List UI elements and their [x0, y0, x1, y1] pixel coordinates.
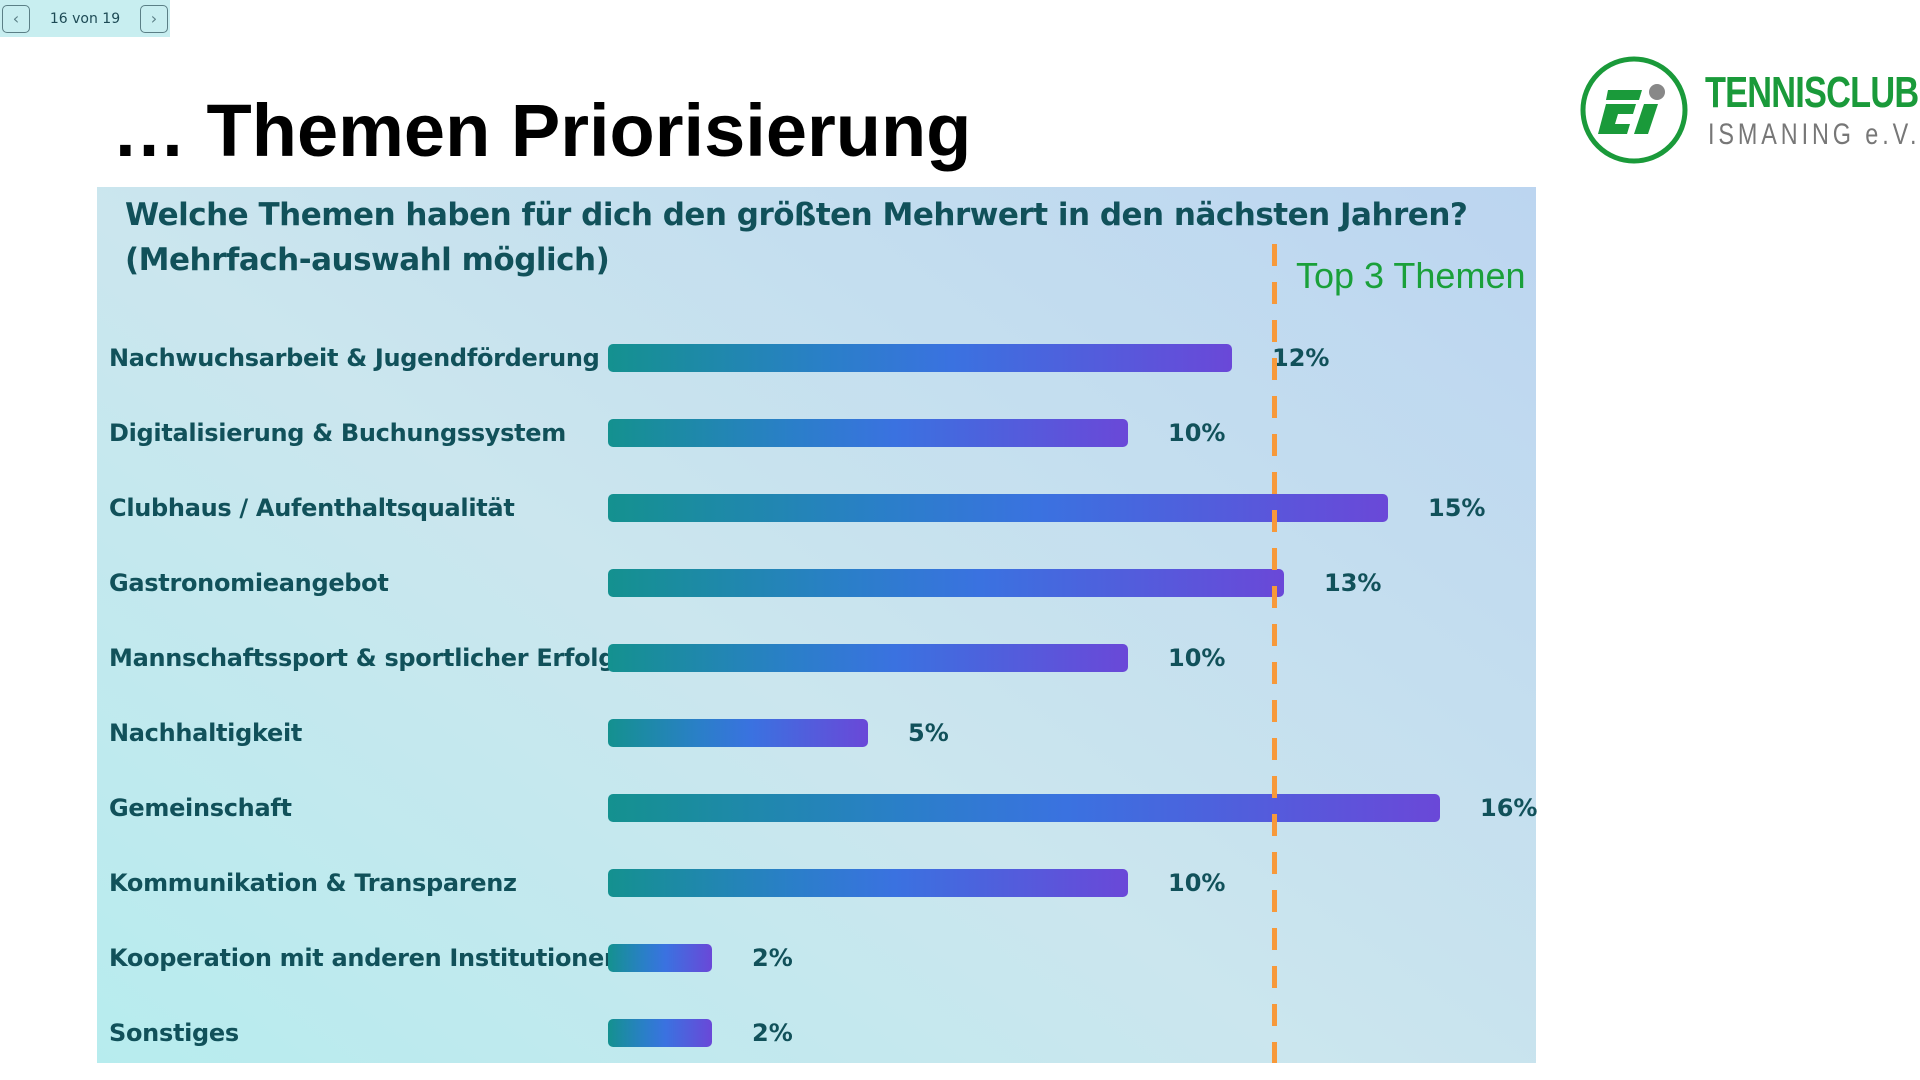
threshold-dashed-line: [1271, 244, 1277, 1063]
value-label: 10%: [1168, 869, 1226, 897]
value-label: 2%: [752, 944, 793, 972]
logo-text-line1: TENNISCLUB: [1705, 68, 1919, 117]
prev-slide-button[interactable]: ‹: [2, 4, 30, 33]
bar-9: [608, 1019, 712, 1047]
bar-5: [608, 719, 868, 747]
category-label: Digitalisierung & Buchungssystem: [109, 419, 566, 447]
value-label: 15%: [1428, 494, 1486, 522]
bar-3: [608, 569, 1284, 597]
category-label: Mannschaftssport & sportlicher Erfolg: [109, 644, 616, 672]
value-label: 10%: [1168, 644, 1226, 672]
next-slide-button[interactable]: ›: [139, 4, 168, 33]
logo-text-line2: ISMANING e.V.: [1708, 118, 1920, 151]
value-label: 16%: [1480, 794, 1538, 822]
bar-0: [608, 344, 1232, 372]
slide-navigator: ‹ 16 von 19 ›: [0, 0, 170, 37]
page-title: … Themen Priorisierung: [112, 89, 972, 172]
top3-annotation: Top 3 Themen: [1296, 255, 1526, 296]
category-label: Nachwuchsarbeit & Jugendförderung: [109, 344, 600, 372]
value-label: 13%: [1324, 569, 1382, 597]
bar-6: [608, 794, 1440, 822]
logo-mark-icon: [1580, 56, 1688, 164]
category-label: Nachhaltigkeit: [109, 719, 303, 747]
category-label: Gastronomieangebot: [109, 569, 389, 597]
chart-panel: Welche Themen haben für dich den größten…: [97, 187, 1538, 1063]
category-label: Kommunikation & Transparenz: [109, 869, 517, 897]
value-label: 10%: [1168, 419, 1226, 447]
bar-4: [608, 644, 1128, 672]
bar-8: [608, 944, 712, 972]
category-label: Clubhaus / Aufenthaltsqualität: [109, 494, 515, 522]
bar-2: [608, 494, 1388, 522]
chevron-left-icon: ‹: [12, 9, 20, 28]
page-indicator: 16 von 19: [49, 10, 121, 27]
club-logo: TENNISCLUB ISMANING e.V.: [1578, 54, 1919, 166]
value-label: 2%: [752, 1019, 793, 1047]
category-label: Sonstiges: [109, 1019, 239, 1047]
chevron-right-icon: ›: [150, 9, 158, 28]
bar-7: [608, 869, 1128, 897]
chart-title: Welche Themen haben für dich den größten…: [125, 197, 1468, 278]
value-label: 5%: [908, 719, 949, 747]
category-label: Kooperation mit anderen Institutionen: [109, 944, 621, 972]
value-label: 12%: [1272, 344, 1330, 372]
category-label: Gemeinschaft: [109, 794, 292, 822]
bar-1: [608, 419, 1128, 447]
